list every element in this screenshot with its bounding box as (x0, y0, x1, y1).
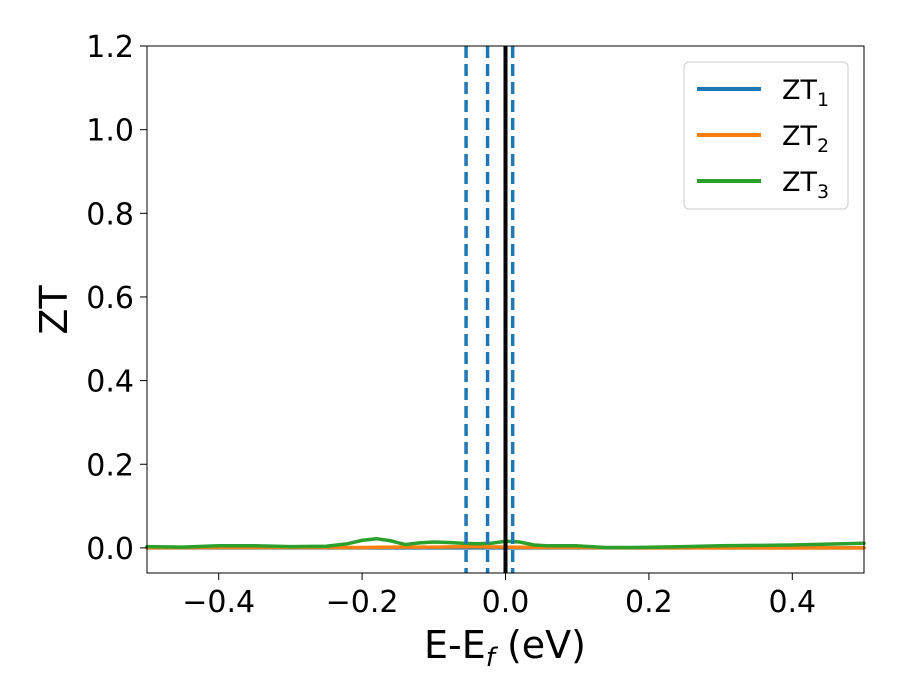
legend-label-zt2: ZT2 (782, 121, 829, 157)
y-tick-label: 0.8 (86, 197, 134, 232)
y-tick-label: 0.4 (86, 365, 134, 400)
x-tick-label: 0.2 (625, 585, 673, 620)
x-axis-title: E-Ef (eV) (424, 623, 586, 673)
y-axis-title: ZT (32, 285, 76, 335)
x-tick-label: −0.4 (182, 585, 255, 620)
y-tick-label: 0.6 (86, 281, 134, 316)
x-tick-label: 0.0 (482, 585, 530, 620)
x-tick-label: 0.4 (768, 585, 816, 620)
y-tick-label: 0.2 (86, 448, 134, 483)
legend-box (683, 61, 849, 210)
legend-label-zt3: ZT3 (782, 167, 829, 203)
legend: ZT1 ZT2 ZT3 (683, 61, 849, 210)
series-line-zt3 (145, 536, 866, 550)
y-tick-label: 1.2 (86, 30, 134, 65)
y-tick-label: 1.0 (86, 114, 134, 149)
x-tick-label: −0.2 (326, 585, 399, 620)
legend-label-zt1: ZT1 (782, 75, 829, 111)
y-tick-label: 0.0 (86, 532, 134, 567)
